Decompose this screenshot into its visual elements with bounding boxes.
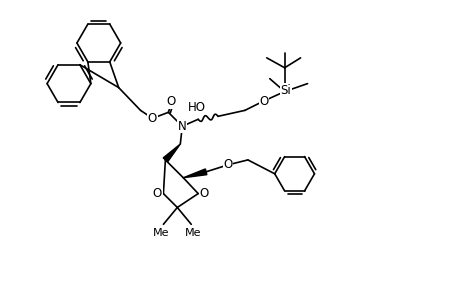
Text: N: N <box>178 120 186 133</box>
Polygon shape <box>163 144 180 162</box>
Text: Si: Si <box>280 84 291 97</box>
Text: O: O <box>152 187 162 200</box>
Polygon shape <box>183 169 207 178</box>
Text: O: O <box>166 95 176 108</box>
Text: Me: Me <box>185 228 201 238</box>
Text: Me: Me <box>153 228 169 238</box>
Text: HO: HO <box>188 101 206 114</box>
Text: O: O <box>223 158 232 171</box>
Text: O: O <box>147 112 157 125</box>
Text: O: O <box>258 95 268 108</box>
Text: O: O <box>199 187 208 200</box>
